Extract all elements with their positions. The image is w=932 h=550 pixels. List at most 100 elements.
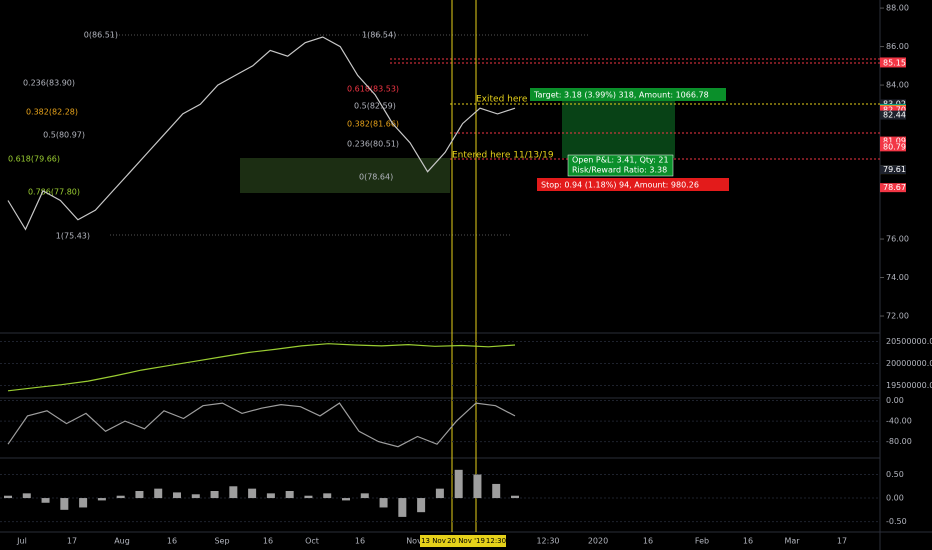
x-tick-label: Feb (695, 537, 709, 546)
histogram-bar (492, 483, 501, 499)
fib-label: 0.236(80.51) (347, 140, 399, 149)
histogram-bar (454, 469, 463, 499)
time-highlight-label: 13 Nov '19 (421, 537, 459, 545)
fib-label: 1(86.54) (362, 31, 396, 40)
time-highlight (446, 535, 486, 547)
fib-label: 0.236(83.90) (23, 79, 75, 88)
price-tag (880, 165, 906, 175)
histogram-bar (398, 498, 407, 517)
stop-box (537, 178, 729, 191)
time-highlight-label: 20 Nov '19 (447, 537, 485, 545)
histogram-bar (266, 493, 275, 499)
indicator-line (7, 343, 516, 392)
x-tick-label: 16 (263, 537, 273, 546)
price-tag-label: 78.67 (883, 183, 906, 192)
fib-label: 0.5(80.97) (43, 131, 85, 140)
y-tick-label: 0.00 (886, 396, 904, 405)
histogram-bar (4, 495, 12, 499)
histogram-bar (360, 493, 369, 499)
y-tick-label: 19500000.00 (886, 381, 932, 390)
fib-label: 0.382(82.28) (26, 108, 78, 117)
x-tick-label: 12:30 (536, 537, 559, 546)
y-tick-label: -40.00 (886, 417, 912, 426)
y-tick-label: 0.00 (886, 494, 904, 503)
histogram-bar (379, 498, 388, 508)
y-tick-label: 20000000.00 (886, 359, 932, 368)
histogram-bar (116, 495, 125, 499)
price-tag (880, 142, 906, 152)
x-tick-label: Nov (406, 537, 422, 546)
open-pl-label: Open P&L: 3.41, Qty: 21 (572, 156, 669, 165)
price-tag-label: 80.79 (883, 142, 906, 151)
y-tick-label: -0.50 (886, 517, 907, 526)
histogram-bar (473, 474, 482, 499)
price-line (7, 36, 516, 231)
y-tick-label: -80.00 (886, 437, 912, 446)
x-tick-label: 2020 (588, 537, 608, 546)
y-tick-label: 86.00 (886, 42, 909, 51)
histogram-bar (41, 498, 50, 503)
exit-label: Exited here (476, 95, 528, 105)
y-tick-label: 0.50 (886, 470, 904, 479)
x-tick-label: Jul (16, 537, 27, 546)
histogram-bar (191, 494, 200, 499)
y-tick-label: 76.00 (886, 235, 909, 244)
histogram-bar (342, 498, 350, 501)
price-tag (880, 110, 906, 120)
histogram-bar (229, 486, 238, 499)
histogram-bar (248, 488, 257, 499)
x-tick-label: 16 (167, 537, 177, 546)
fib-label: 0(78.64) (359, 173, 393, 182)
target-label: Target: 3.18 (3.99%) 318, Amount: 1066.7… (533, 91, 709, 100)
x-tick-label: 16 (355, 537, 365, 546)
fib-label: 0.5(82.59) (354, 102, 396, 111)
fib-label: 1(75.43) (56, 232, 90, 241)
price-tag (880, 58, 906, 68)
fib-label: 0(86.51) (84, 31, 118, 40)
x-tick-label: 17 (67, 537, 77, 546)
target-box (530, 88, 726, 101)
price-tag (880, 105, 906, 115)
histogram-bar (79, 498, 88, 508)
y-tick-label: 74.00 (886, 273, 909, 282)
entry-label: Entered here 11/13/19 (452, 151, 554, 161)
x-tick-label: 16 (643, 537, 653, 546)
histogram-bar (417, 498, 426, 513)
price-tag-label: 82.70 (883, 106, 906, 115)
histogram-bar (60, 498, 69, 510)
price-tag-label: 81.09 (883, 137, 906, 146)
histogram-bar (511, 495, 519, 499)
x-tick-label: Mar (784, 537, 800, 546)
price-tag (880, 136, 906, 146)
histogram-bar (323, 493, 332, 499)
y-tick-label: 88.00 (886, 4, 909, 13)
histogram-bar (210, 491, 219, 499)
x-tick-label: 16 (743, 537, 753, 546)
histogram-bar (304, 495, 313, 499)
target-zone (562, 95, 675, 158)
histogram-bar (97, 498, 106, 501)
indicator-line (7, 402, 516, 448)
y-tick-label: 84.00 (886, 81, 909, 90)
y-tick-label: 20500000.00 (886, 337, 932, 346)
fib-label: 0.618(79.66) (8, 155, 60, 164)
histogram-bar (285, 491, 294, 499)
x-tick-label: Sep (214, 537, 229, 546)
histogram-bar (435, 488, 444, 499)
price-tag (880, 183, 906, 193)
x-tick-label: Aug (114, 537, 130, 546)
fib-label: 0.382(81.66) (347, 120, 399, 129)
histogram-bar (135, 491, 144, 499)
x-tick-label: Oct (305, 537, 319, 546)
histogram-bar (22, 493, 31, 499)
histogram-bar (154, 488, 163, 499)
histogram-bar (173, 492, 181, 499)
price-tag-label: 85.15 (883, 58, 906, 67)
time-highlight-label: 12:30 (486, 537, 506, 545)
stop-label: Stop: 0.94 (1.18%) 94, Amount: 980.26 (541, 181, 699, 190)
fib-label: 0.786(77.80) (28, 188, 80, 197)
fib-zone (240, 158, 450, 193)
price-tag-label: 79.61 (883, 165, 906, 174)
